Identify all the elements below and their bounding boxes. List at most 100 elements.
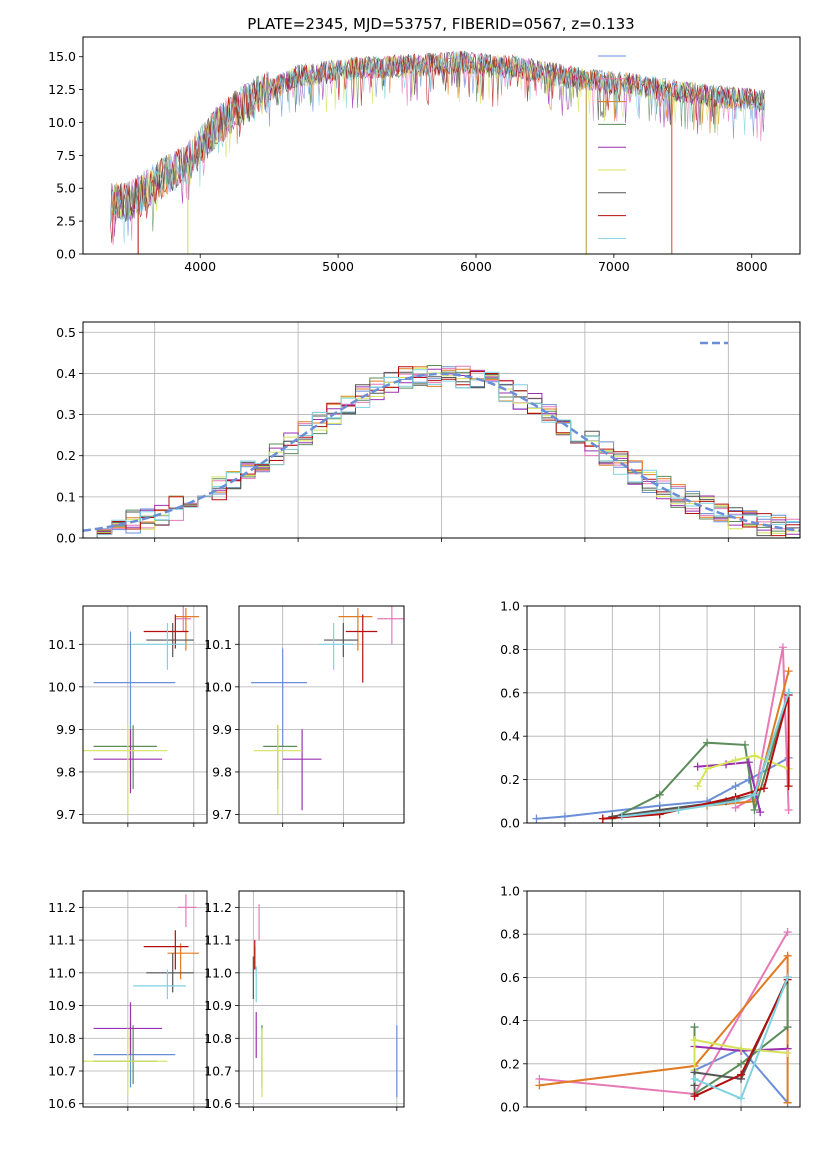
y-tick-label: 0.4 bbox=[500, 1013, 520, 1028]
residuals-panel: 0.0 0.1 0.2 0.3 0.4 0.5 bbox=[56, 321, 801, 546]
y-tick-label: 0.5 bbox=[56, 325, 76, 340]
weight-marker bbox=[784, 688, 793, 697]
figure-title: PLATE=2345, MJD=53757, FIBERID=0567, z=0… bbox=[247, 15, 634, 33]
y-tick-label: 0.0 bbox=[56, 531, 76, 546]
y-tick-label: 0.6 bbox=[500, 685, 520, 700]
weight-marker bbox=[783, 928, 792, 937]
weight-marker bbox=[598, 814, 607, 823]
x-tick-label: 8000 bbox=[736, 259, 768, 274]
weight-marker bbox=[778, 643, 787, 652]
weight-marker bbox=[693, 762, 702, 771]
y-tick-label: 1.0 bbox=[500, 599, 520, 614]
y-tick-label: 0.1 bbox=[56, 489, 76, 504]
weight-marker bbox=[737, 1059, 746, 1068]
y-tick-label: 9.7 bbox=[212, 807, 232, 822]
weight-marker bbox=[690, 1074, 699, 1083]
axes-frame bbox=[82, 890, 208, 1108]
spectrum-line bbox=[110, 51, 765, 244]
weight-marker bbox=[731, 756, 740, 765]
y-tick-label: 10.7 bbox=[204, 1064, 232, 1079]
mass-vs-extinction-panel: 10.6 10.7 10.8 10.9 11.0 11.1 11.2 bbox=[204, 890, 405, 1111]
y-tick-label: 0.8 bbox=[500, 642, 520, 657]
weight-marker bbox=[756, 808, 765, 817]
weight-marker bbox=[737, 1044, 746, 1053]
y-tick-label: 9.9 bbox=[56, 722, 76, 737]
y-tick-label: 0.2 bbox=[500, 1056, 520, 1071]
plot-area bbox=[110, 50, 765, 254]
y-tick-label: 0.2 bbox=[56, 448, 76, 463]
y-tick-label: 0.0 bbox=[500, 816, 520, 831]
y-tick-label: 0.3 bbox=[56, 407, 76, 422]
weight-marker bbox=[703, 738, 712, 747]
weight-marker bbox=[690, 1023, 699, 1032]
y-tick-label: 11.0 bbox=[48, 965, 76, 980]
x-tick-label: 6000 bbox=[460, 259, 492, 274]
y-tick-label: 11.1 bbox=[48, 933, 76, 948]
y-tick-label: 10.1 bbox=[204, 637, 232, 652]
weight-marker bbox=[784, 782, 793, 791]
plot-area bbox=[251, 606, 404, 815]
mass-vs-metallicity-panel: 10.6 10.7 10.8 10.9 11.0 11.1 11.2 bbox=[48, 890, 208, 1111]
axes-frame bbox=[82, 605, 208, 824]
y-tick-label: 7.5 bbox=[56, 148, 76, 163]
weight-marker bbox=[784, 805, 793, 814]
y-tick-label: 9.7 bbox=[56, 807, 76, 822]
axes-frame bbox=[238, 890, 405, 1108]
weight-marker bbox=[784, 667, 793, 676]
y-tick-label: 10.6 bbox=[48, 1096, 76, 1111]
gaussian-curve bbox=[83, 372, 800, 533]
y-tick-label: 0.2 bbox=[500, 772, 520, 787]
y-tick-label: 10.9 bbox=[204, 998, 232, 1013]
weight-marker bbox=[608, 812, 617, 821]
weight-line bbox=[697, 761, 762, 813]
weight-marker bbox=[703, 764, 712, 773]
weight-marker bbox=[783, 1023, 792, 1032]
weight-marker bbox=[690, 1092, 699, 1101]
y-tick-label: 5.0 bbox=[56, 181, 76, 196]
weight-line bbox=[602, 694, 790, 820]
spectrum-line bbox=[110, 51, 765, 243]
y-tick-label: 9.9 bbox=[212, 722, 232, 737]
massweight-vs-age-panel: 0.0 0.2 0.4 0.6 0.8 1.0 bbox=[500, 599, 801, 831]
y-tick-label: 10.0 bbox=[204, 679, 232, 694]
weight-marker bbox=[560, 812, 569, 821]
y-tick-label: 10.0 bbox=[48, 115, 76, 130]
weight-marker bbox=[783, 951, 792, 960]
y-tick-label: 10.8 bbox=[48, 1031, 76, 1046]
axes-frame bbox=[238, 605, 405, 824]
weight-marker bbox=[617, 812, 626, 821]
weight-marker bbox=[693, 782, 702, 791]
weight-marker bbox=[759, 784, 768, 793]
y-tick-label: 15.0 bbox=[48, 49, 76, 64]
y-tick-label: 12.5 bbox=[48, 82, 76, 97]
x-tick-label: 7000 bbox=[598, 259, 630, 274]
weight-marker bbox=[655, 790, 664, 799]
y-tick-label: 10.6 bbox=[204, 1096, 232, 1111]
y-tick-label: 9.8 bbox=[212, 764, 232, 779]
weight-marker bbox=[737, 1094, 746, 1103]
massweight-vs-metallicity-panel: 0.0 0.2 0.4 0.6 0.8 1.0 bbox=[500, 884, 801, 1115]
plot-area bbox=[83, 606, 200, 815]
weight-marker bbox=[690, 1036, 699, 1045]
weight-marker bbox=[532, 814, 541, 823]
weight-marker bbox=[744, 758, 753, 767]
axes-frame bbox=[526, 890, 801, 1108]
y-tick-label: 11.0 bbox=[204, 965, 232, 980]
y-tick-label: 11.2 bbox=[204, 900, 232, 915]
x-tick-label: 4000 bbox=[184, 259, 216, 274]
y-tick-label: 10.1 bbox=[48, 637, 76, 652]
weight-marker bbox=[783, 1049, 792, 1057]
weight-marker bbox=[741, 740, 750, 749]
weight-marker bbox=[737, 1070, 746, 1079]
weight-marker bbox=[674, 805, 683, 814]
axes-frame bbox=[82, 321, 801, 539]
weight-marker bbox=[750, 790, 759, 799]
axes-frame bbox=[526, 605, 801, 824]
y-tick-label: 0.6 bbox=[500, 970, 520, 985]
y-tick-label: 0.8 bbox=[500, 927, 520, 942]
weight-marker bbox=[731, 797, 740, 806]
y-tick-label: 10.9 bbox=[48, 998, 76, 1013]
axes-frame bbox=[82, 36, 801, 255]
y-tick-label: 11.1 bbox=[204, 933, 232, 948]
